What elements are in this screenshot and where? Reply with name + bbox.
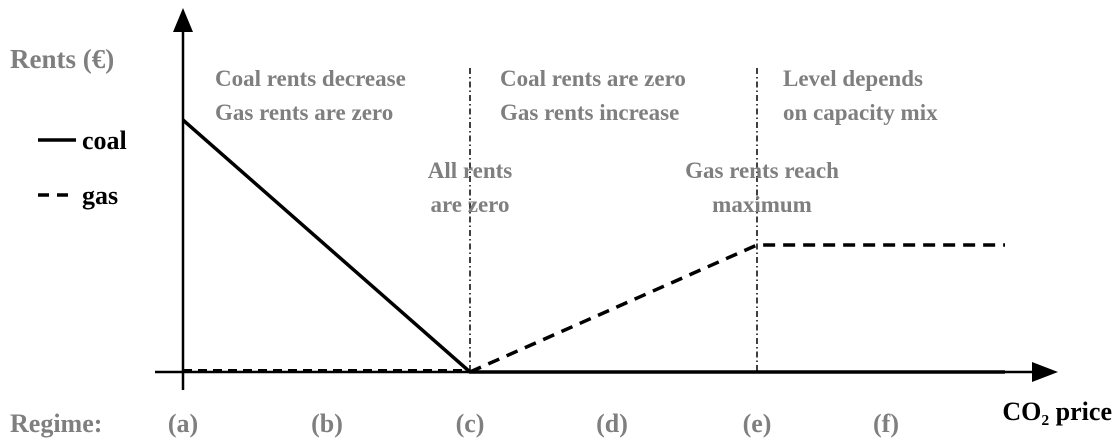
- region-text: Level depends: [783, 66, 923, 91]
- region-text: Coal rents are zero: [500, 66, 686, 91]
- region-text: Gas rents are zero: [215, 100, 393, 125]
- y-arrow: [173, 8, 193, 32]
- event-text: All rents: [428, 158, 513, 183]
- region-text: Gas rents increase: [500, 100, 679, 125]
- regime-item: (e): [743, 409, 772, 438]
- x-label: CO₂ price: [1002, 397, 1112, 426]
- regime-item: (b): [311, 409, 343, 438]
- region-text: Coal rents decrease: [215, 66, 406, 91]
- legend-label: gas: [82, 181, 118, 210]
- coal-line: [181, 118, 1005, 374]
- legend-label: coal: [82, 126, 127, 155]
- region-text: on capacity mix: [783, 100, 938, 125]
- event-text: maximum: [712, 192, 812, 217]
- regime-item: (c): [456, 409, 485, 438]
- gas-line: [469, 243, 1005, 374]
- regime-label: Regime:: [10, 409, 102, 438]
- regime-item: (f): [873, 409, 899, 438]
- y-label: Rents (€): [10, 44, 114, 74]
- regime-item: (a): [168, 409, 198, 438]
- event-text: are zero: [431, 192, 510, 217]
- regime-item: (d): [596, 409, 628, 438]
- event-text: Gas rents reach: [685, 158, 839, 183]
- x-arrow: [1032, 362, 1058, 382]
